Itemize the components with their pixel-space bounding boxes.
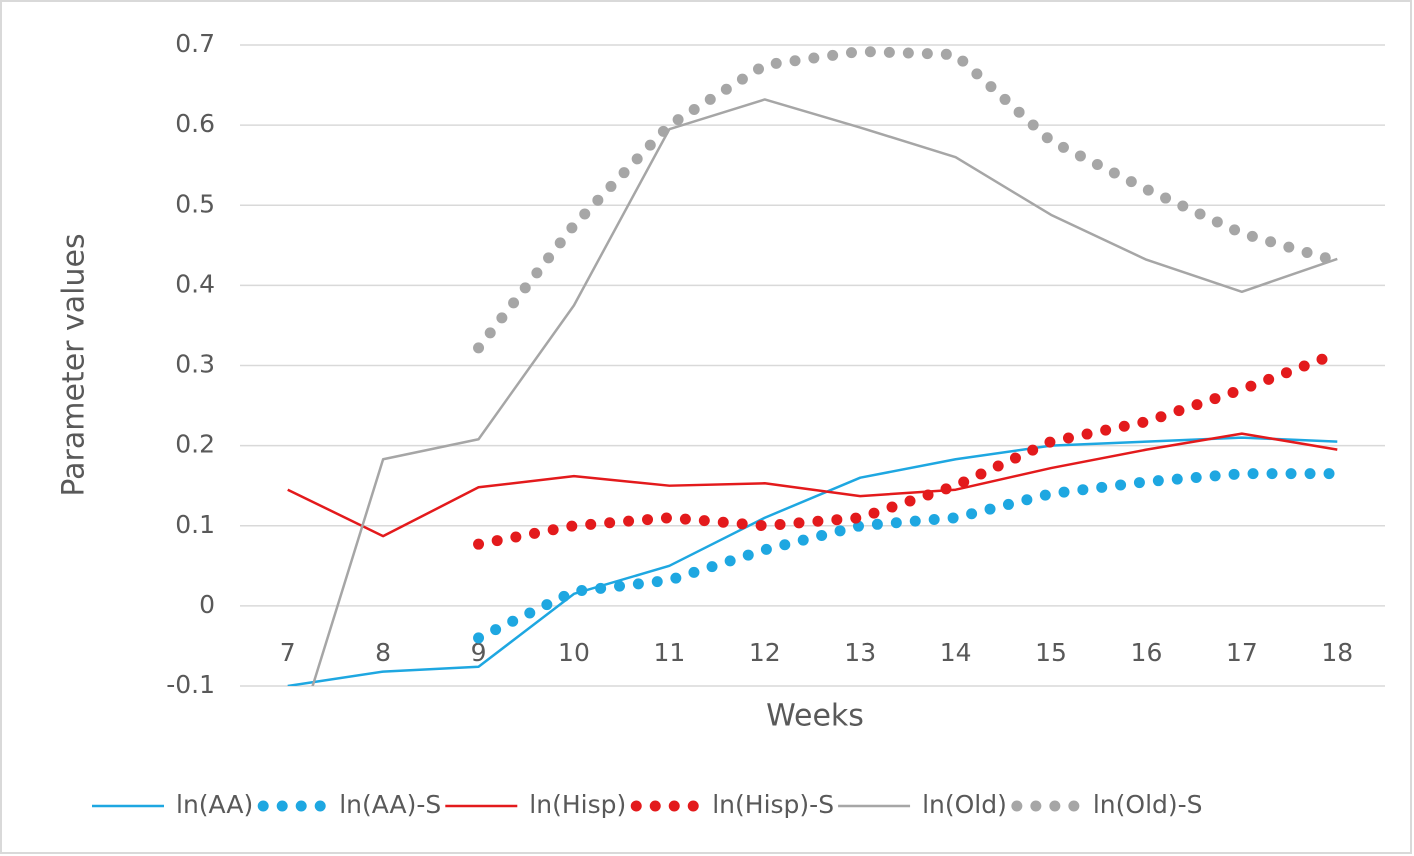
x-tick-label: 11 [653,638,685,667]
x-tick-label: 13 [844,638,876,667]
y-tick-label: 0.1 [175,510,215,539]
y-tick-label: 0.7 [175,29,215,58]
x-tick-label: 18 [1321,638,1353,667]
x-tick-label: 17 [1226,638,1258,667]
series-line [473,468,1343,644]
plot-area [287,45,1343,686]
series-line [311,98,1338,686]
x-tick-label: 16 [1131,638,1163,667]
y-tick-label: -0.1 [166,670,215,699]
series-line [287,432,1338,538]
x-tick-label: 7 [280,638,296,667]
legend-label: ln(Old) [922,790,1007,819]
x-tick-label: 8 [375,638,391,667]
x-tick-label: 10 [558,638,590,667]
y-tick-label: 0.2 [175,430,215,459]
legend-label: ln(Hisp)-S [712,790,834,819]
y-tick-label: 0 [199,590,215,619]
series-line [473,45,1343,354]
y-tick-label: 0.5 [175,189,215,218]
x-axis-title: Weeks [766,699,864,734]
y-tick-label: 0.4 [175,269,215,298]
legend-label: ln(Old)-S [1093,790,1203,819]
y-tick-label: 0.3 [175,350,215,379]
y-tick-label: 0.6 [175,109,215,138]
series-line [473,347,1343,550]
legend-label: ln(AA) [176,790,253,819]
legend-label: ln(AA)-S [339,790,441,819]
legend-label: ln(Hisp) [529,790,626,819]
x-tick-label: 14 [940,638,972,667]
x-tick-label: 15 [1035,638,1067,667]
series-line [287,436,1338,686]
y-axis-title: Parameter values [57,233,92,496]
x-tick-label: 12 [749,638,781,667]
x-tick-label: 9 [471,638,487,667]
